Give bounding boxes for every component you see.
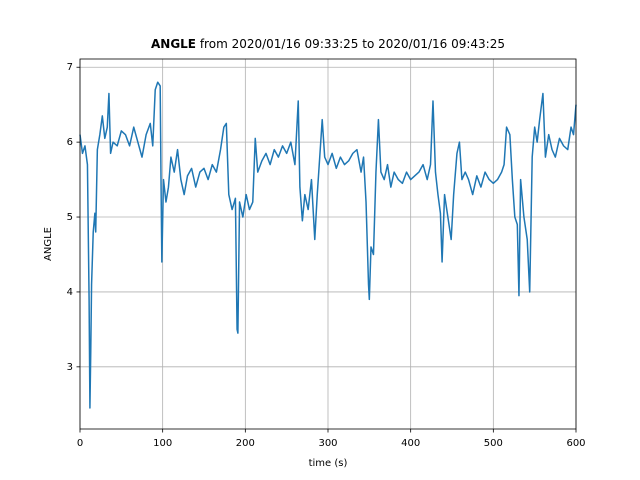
title-rest: from 2020/01/16 09:33:25 to 2020/01/16 0… (196, 37, 505, 51)
x-tick-label: 200 (236, 438, 255, 449)
x-tick-label: 500 (484, 438, 503, 449)
x-tick-label: 0 (77, 438, 83, 449)
plot-frame (79, 58, 577, 430)
title-bold: ANGLE (151, 37, 196, 51)
y-tick-label: 5 (67, 212, 73, 223)
x-tick-label: 100 (153, 438, 172, 449)
x-tick-label: 400 (401, 438, 420, 449)
data-line (79, 81, 577, 409)
x-tick-label: 600 (566, 438, 585, 449)
y-tick-label: 7 (67, 62, 73, 73)
x-tick-label: 300 (318, 438, 337, 449)
chart-title: ANGLE from 2020/01/16 09:33:25 to 2020/0… (151, 37, 505, 51)
y-tick-label: 4 (67, 287, 73, 298)
y-axis-label: ANGLE (43, 227, 54, 261)
y-tick-label: 3 (67, 362, 73, 373)
x-axis-label: time (s) (309, 458, 348, 469)
y-tick-label: 6 (67, 137, 73, 148)
title-background (80, 36, 576, 52)
